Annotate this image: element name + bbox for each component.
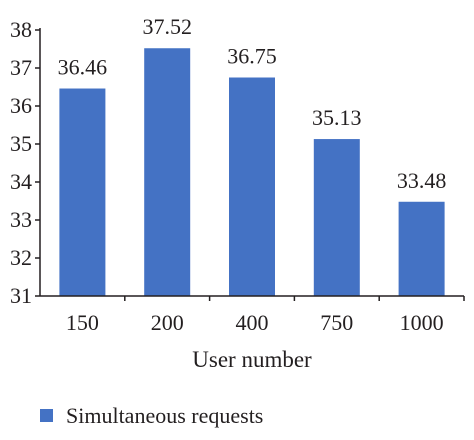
y-tick-label: 38 <box>10 17 32 42</box>
x-axis-ticks: 150 200 400 750 1000 <box>66 296 465 335</box>
y-tick-label: 35 <box>10 131 32 156</box>
data-label-400: 36.75 <box>227 44 277 69</box>
x-axis-title: User number <box>192 347 312 372</box>
bar-1000 <box>398 201 445 296</box>
y-tick-label: 33 <box>10 207 32 232</box>
data-labels-group: 36.46 37.52 36.75 35.13 33.48 <box>58 14 447 193</box>
bar-400 <box>229 77 275 296</box>
legend: Simultaneous requests <box>40 403 263 428</box>
x-tick-label-1000: 1000 <box>400 310 444 335</box>
x-tick-label-750: 750 <box>320 310 353 335</box>
data-label-200: 37.52 <box>142 14 192 39</box>
x-tick-label-400: 400 <box>236 310 269 335</box>
y-tick-label: 34 <box>10 169 32 194</box>
data-label-150: 36.46 <box>58 55 108 80</box>
y-tick-label: 32 <box>10 245 32 270</box>
y-tick-label: 37 <box>10 55 32 80</box>
bar-150 <box>59 88 106 297</box>
y-tick-label: 31 <box>10 283 32 308</box>
data-label-750: 35.13 <box>312 105 362 130</box>
x-tick-label-150: 150 <box>66 310 99 335</box>
legend-label: Simultaneous requests <box>66 403 263 428</box>
bar-750 <box>313 139 360 296</box>
y-axis-ticks: 31 32 33 34 35 36 37 38 <box>10 17 40 308</box>
bar-200 <box>144 48 191 296</box>
x-tick-label-200: 200 <box>151 310 184 335</box>
y-tick-label: 36 <box>10 93 32 118</box>
legend-swatch <box>40 409 53 422</box>
bars-group <box>59 48 445 297</box>
data-label-1000: 33.48 <box>397 168 447 193</box>
